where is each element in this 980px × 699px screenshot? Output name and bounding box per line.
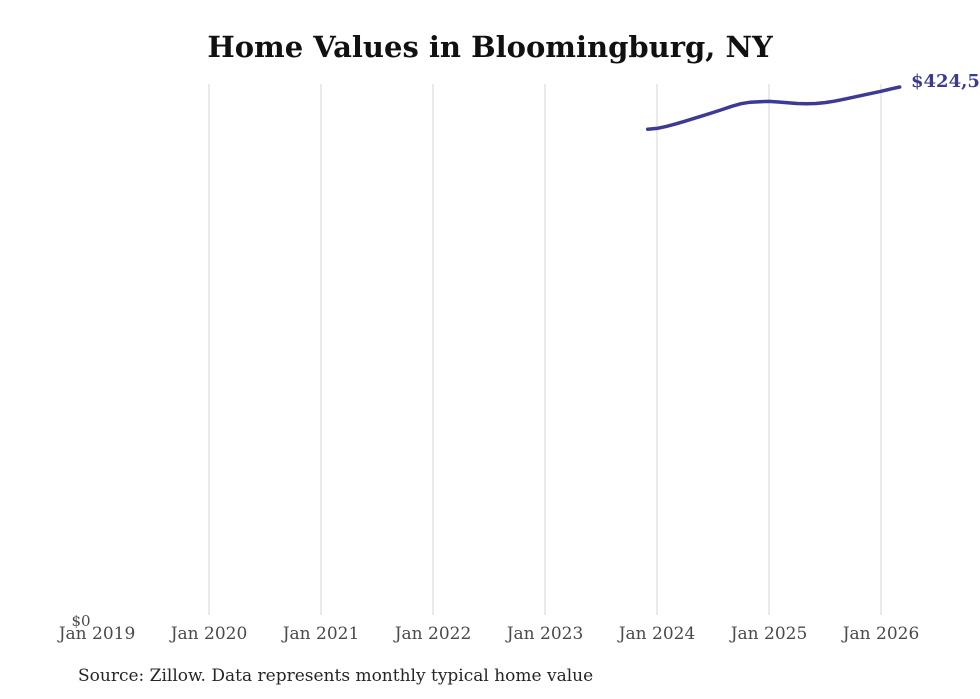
y-axis-zero-label: $0 bbox=[71, 612, 91, 630]
x-tick-label-jan-2021: Jan 2021 bbox=[282, 624, 360, 644]
x-tick-label-jan-2026: Jan 2026 bbox=[842, 624, 920, 644]
year-gridlines bbox=[208, 84, 882, 615]
chart-title: Home Values in Bloomingburg, NY bbox=[207, 30, 773, 64]
x-tick-label-jan-2023: Jan 2023 bbox=[506, 624, 584, 644]
latest-value-label: $424,577 bbox=[911, 71, 980, 92]
x-tick-label-jan-2020: Jan 2020 bbox=[170, 624, 248, 644]
x-tick-label-jan-2024: Jan 2024 bbox=[618, 624, 696, 644]
x-tick-label-jan-2025: Jan 2025 bbox=[730, 624, 808, 644]
x-tick-label-jan-2022: Jan 2022 bbox=[394, 624, 472, 644]
x-tick-label-jan-2019: Jan 2019 bbox=[58, 624, 136, 644]
source-note: Source: Zillow. Data represents monthly … bbox=[78, 666, 594, 686]
home-value-line bbox=[645, 85, 902, 131]
